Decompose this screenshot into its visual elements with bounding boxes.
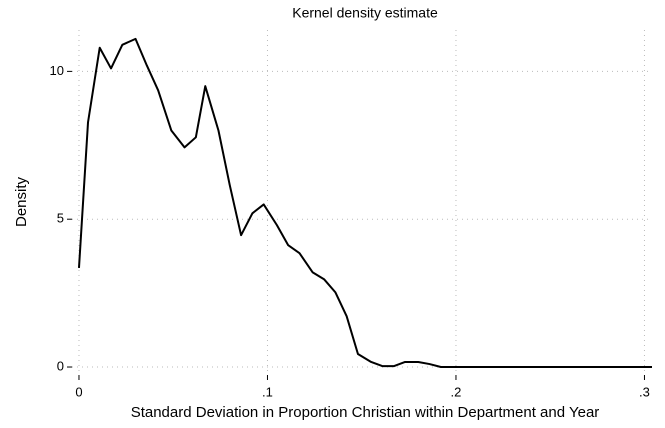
x-axis-title: Standard Deviation in Proportion Christi…	[131, 404, 600, 421]
chart-title: Kernel density estimate	[292, 5, 438, 21]
y-tick-label: 10	[50, 63, 64, 78]
y-axis-title: Density	[13, 176, 30, 227]
density-line	[77, 37, 652, 369]
x-tick-label: 0	[75, 384, 82, 399]
x-tick-label: .2	[451, 384, 462, 399]
x-tick-label: .1	[262, 384, 273, 399]
x-tick-label: .3	[639, 384, 650, 399]
y-tick-label: 5	[57, 211, 64, 226]
y-tick-label: 0	[57, 358, 64, 373]
